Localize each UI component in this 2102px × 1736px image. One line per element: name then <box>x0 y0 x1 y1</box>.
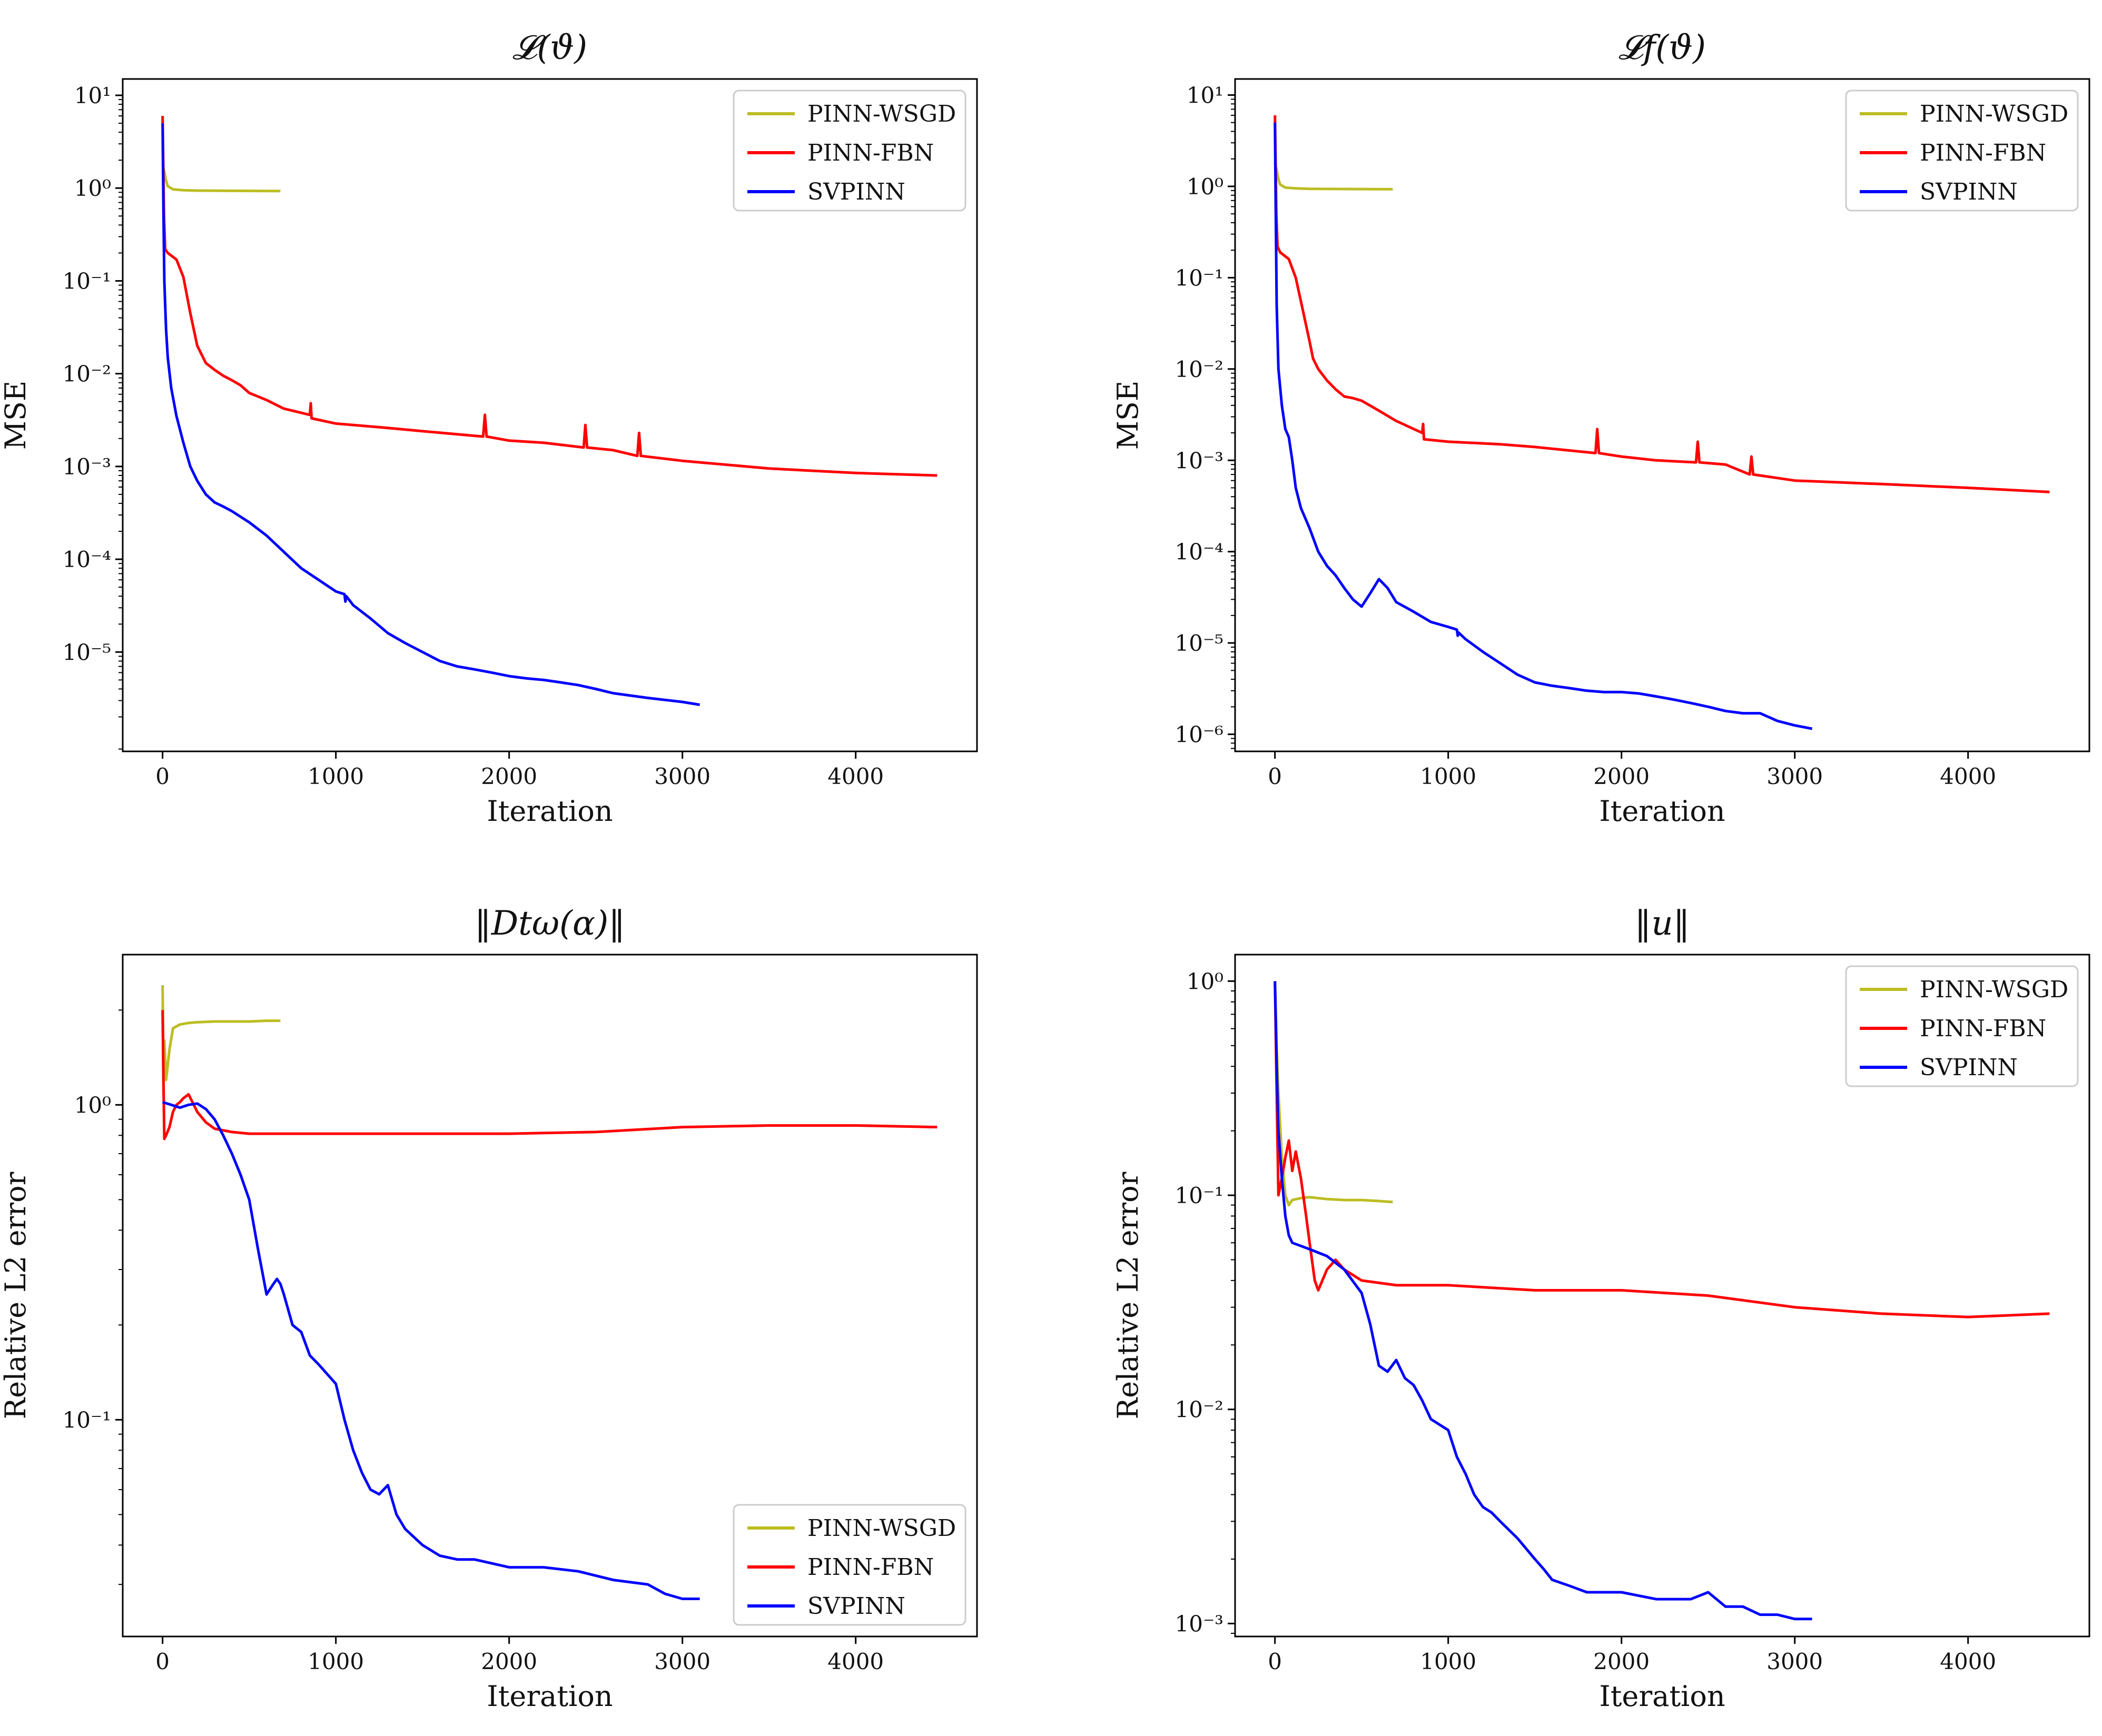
y-tick-label: 10⁻⁶ <box>1175 722 1223 748</box>
legend-label-pinn-fbn: PINN-FBN <box>807 140 934 166</box>
chart-title: ‖Dtω(α)‖ <box>475 904 625 943</box>
legend-label-pinn-fbn: PINN-FBN <box>807 1554 934 1581</box>
x-tick-label: 0 <box>1268 1649 1282 1674</box>
x-tick-label: 4000 <box>827 763 884 789</box>
legend-label-pinn-wsgd: PINN-WSGD <box>807 1515 956 1542</box>
series-line-pinn-fbn <box>161 116 937 477</box>
chart-p3: 0 1000 2000 3000 4000 10⁰ 10⁻¹ Iteration Relativ… <box>0 904 978 1713</box>
y-tick-label: 10⁰ <box>1187 174 1223 200</box>
y-tick-label: 10¹ <box>1187 83 1223 108</box>
x-tick-label: 1000 <box>1420 763 1476 789</box>
x-tick-label: 0 <box>155 763 170 789</box>
legend-label-svpinn: SVPINN <box>807 178 905 205</box>
y-tick-label: 10⁻² <box>63 361 111 387</box>
x-tick-label: 4000 <box>1940 1649 1996 1674</box>
axes-frame <box>1234 78 2090 752</box>
y-tick-label: 10⁻² <box>1175 1397 1223 1423</box>
chart-title: ‖u‖ <box>1634 904 1690 943</box>
x-axis-label: Iteration <box>1599 1680 1725 1713</box>
y-tick-label: 10⁻¹ <box>63 1407 111 1433</box>
x-tick-label: 2000 <box>1593 1649 1650 1674</box>
y-tick-label: 10⁰ <box>74 175 111 201</box>
series-line-pinn-wsgd <box>161 164 281 193</box>
x-tick-label: 0 <box>155 1649 170 1674</box>
y-tick-label: 10⁻³ <box>1175 1611 1223 1636</box>
legend-label-pinn-fbn: PINN-FBN <box>1920 140 2046 166</box>
legend-box <box>733 90 966 212</box>
y-tick-label: 10⁻⁴ <box>1175 539 1223 565</box>
y-tick-label: 10⁻¹ <box>1175 1183 1223 1208</box>
y-tick-label: 10⁻¹ <box>63 268 111 294</box>
series-line-pinn-fbn <box>161 1010 937 1140</box>
legend-box <box>1845 965 2079 1087</box>
axes-frame <box>1234 954 2090 1638</box>
y-tick-label: 10⁻² <box>1175 356 1223 382</box>
y-tick-label: 10⁻³ <box>1175 448 1223 473</box>
series-line-pinn-wsgd <box>161 985 281 1082</box>
y-tick-label: 10⁰ <box>1187 968 1223 994</box>
x-tick-label: 1000 <box>308 1649 364 1674</box>
chart-p1: 0 1000 2000 3000 4000 10¹ 10⁰ 10⁻¹ 10⁻² 10⁻³ 10⁻⁴ 1… <box>0 28 978 828</box>
y-tick-label: 10⁻³ <box>63 454 111 480</box>
y-axis-label: Relative L2 error <box>1111 1172 1144 1419</box>
series-line-svpinn <box>162 1100 700 1600</box>
legend-label-pinn-wsgd: PINN-WSGD <box>1920 101 2068 127</box>
x-tick-label: 3000 <box>654 763 710 789</box>
legend-label-pinn-wsgd: PINN-WSGD <box>807 101 956 127</box>
legend-label-svpinn: SVPINN <box>1920 178 2018 205</box>
axes-frame <box>122 954 978 1638</box>
y-tick-label: 10⁰ <box>74 1092 111 1118</box>
x-tick-label: 0 <box>1268 763 1282 789</box>
chart-p4: 0 1000 2000 3000 4000 10⁰ 10⁻¹ 10⁻² 10⁻³ Iteratio… <box>1111 904 2090 1713</box>
chart-p2: 0 1000 2000 3000 4000 10¹ 10⁰ 10⁻¹ 10⁻² 10⁻³ 10⁻⁴ 1… <box>1111 28 2090 828</box>
series-line-pinn-fbn <box>1274 981 2050 1318</box>
y-tick-label: 10⁻¹ <box>1175 265 1223 291</box>
y-tick-label: 10⁻⁴ <box>63 547 111 572</box>
x-tick-label: 3000 <box>1767 763 1823 789</box>
legend-label-pinn-wsgd: PINN-WSGD <box>1920 976 2068 1003</box>
x-tick-label: 1000 <box>1420 1649 1476 1674</box>
y-axis-label: MSE <box>0 381 32 450</box>
series-line-svpinn <box>161 123 700 706</box>
series-line-svpinn <box>1274 122 1813 730</box>
y-tick-label: 10¹ <box>74 83 111 108</box>
x-tick-label: 2000 <box>1593 763 1650 789</box>
x-axis-label: Iteration <box>487 1680 613 1713</box>
x-tick-label: 2000 <box>481 1649 537 1674</box>
chart-title: 𝓛f(ϑ) <box>1619 28 1706 67</box>
x-axis-label: Iteration <box>487 795 613 828</box>
legend-box <box>1845 90 2079 212</box>
x-tick-label: 3000 <box>654 1649 710 1674</box>
x-tick-label: 2000 <box>481 763 537 789</box>
series-line-svpinn <box>1274 981 1812 1621</box>
series-line-pinn-fbn <box>1274 115 2050 493</box>
legend-label-svpinn: SVPINN <box>1920 1054 2018 1081</box>
x-tick-label: 4000 <box>827 1649 884 1674</box>
y-tick-label: 10⁻⁵ <box>1175 630 1223 656</box>
legend-label-svpinn: SVPINN <box>807 1593 905 1620</box>
x-axis-label: Iteration <box>1599 795 1725 828</box>
legend-box <box>733 1504 966 1626</box>
x-tick-label: 1000 <box>308 763 364 789</box>
legend-label-pinn-fbn: PINN-FBN <box>1920 1015 2046 1042</box>
y-tick-label: 10⁻⁵ <box>63 639 111 665</box>
x-tick-label: 3000 <box>1767 1649 1823 1674</box>
chart-title: 𝓛(ϑ) <box>512 28 587 67</box>
axes-frame <box>122 78 978 752</box>
y-axis-label: Relative L2 error <box>0 1172 32 1419</box>
series-line-pinn-wsgd <box>1274 163 1393 191</box>
y-axis-label: MSE <box>1111 381 1144 450</box>
x-tick-label: 4000 <box>1940 763 1996 789</box>
